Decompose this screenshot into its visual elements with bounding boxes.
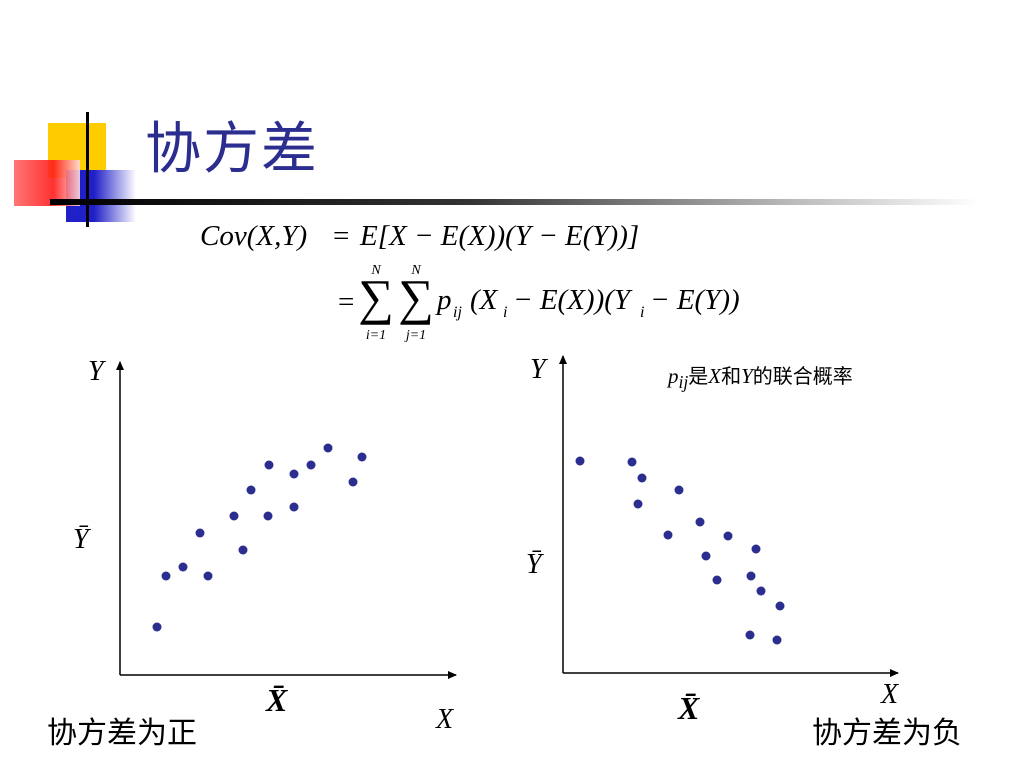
scatter-point <box>712 575 722 585</box>
scatter-point <box>674 485 684 495</box>
left-ylabel: Y <box>88 356 107 387</box>
note-p-sub: ij <box>678 372 689 393</box>
chart-left: Y X Ȳ X̄ <box>73 356 457 735</box>
note-x: X <box>708 364 722 388</box>
scatter-point <box>306 460 316 470</box>
scatter-point <box>745 630 755 640</box>
note-text1: 是 <box>688 364 709 388</box>
term-mid: − E(X))(Y <box>513 284 633 316</box>
scatter-point <box>152 622 162 632</box>
scatter-point <box>775 601 785 611</box>
scatter-point <box>663 530 673 540</box>
note-p: p <box>668 364 679 388</box>
formula-line-1: Cov(X,Y) = E[X − E(X))(Y − E(Y))] <box>200 220 639 252</box>
scatter-point <box>195 528 205 538</box>
note-text2: 和 <box>721 364 742 388</box>
scatter-point <box>575 456 585 466</box>
scatter-point <box>723 531 733 541</box>
scatter-point <box>229 511 239 521</box>
chart-right: Y X Ȳ X̄ <box>526 354 899 726</box>
scatter-point <box>289 469 299 479</box>
scatter-point <box>633 499 643 509</box>
caption-negative-covariance: 协方差为负 <box>812 716 962 751</box>
left-points <box>152 443 367 632</box>
scatter-point <box>263 511 273 521</box>
left-xmean-label: X̄ <box>265 682 288 718</box>
scatter-point <box>772 635 782 645</box>
caption-positive-covariance: 协方差为正 <box>47 716 197 751</box>
term-end: − E(Y)) <box>650 284 740 316</box>
left-ymean-label: Ȳ <box>73 524 92 555</box>
scatter-point <box>695 517 705 527</box>
scatter-point <box>701 551 711 561</box>
note-y: Y <box>741 364 753 388</box>
right-ymean-label: Ȳ <box>526 549 545 580</box>
slide-title: 协方差 <box>145 117 319 182</box>
scatter-point <box>161 571 171 581</box>
note-text3: 的联合概率 <box>752 364 853 388</box>
sum1-sigma: ∑ <box>358 269 394 325</box>
scatter-point <box>348 477 358 487</box>
right-points <box>575 456 785 645</box>
joint-probability-note: pij是X和Y的联合概率 <box>668 360 853 393</box>
formula-rhs: E[X − E(X))(Y − E(Y))] <box>359 220 639 252</box>
logo-vertical-line <box>86 112 89 227</box>
scatter-point <box>246 485 256 495</box>
formula-eq-2: = <box>338 286 354 318</box>
term-p-sub: ij <box>453 304 462 321</box>
sum2-top: N <box>410 263 421 278</box>
formula-lhs: Cov(X,Y) <box>200 220 307 252</box>
title-underline <box>50 199 980 205</box>
right-xlabel: X <box>880 679 899 710</box>
scatter-point <box>357 452 367 462</box>
scatter-point <box>746 571 756 581</box>
term-yi-sub: i <box>640 304 644 321</box>
scatter-point <box>751 544 761 554</box>
sum2-sigma: ∑ <box>398 269 434 325</box>
scatter-point <box>289 502 299 512</box>
formula-line-2: = N ∑ i=1 N ∑ j=1 p ij (X i − E(X))(Y i … <box>338 263 740 343</box>
scatter-point <box>756 586 766 596</box>
sum2-bottom: j=1 <box>404 328 426 343</box>
term-xi-sub: i <box>503 304 507 321</box>
formula-eq-1: = <box>333 220 349 252</box>
sum1-top: N <box>370 263 381 278</box>
scatter-point <box>637 473 647 483</box>
scatter-point <box>323 443 333 453</box>
logo-red-square <box>14 160 80 206</box>
scatter-point <box>178 562 188 572</box>
right-xmean-label: X̄ <box>677 690 700 726</box>
scatter-point <box>238 545 248 555</box>
term-xi: (X <box>470 284 499 316</box>
left-xlabel: X <box>435 704 454 735</box>
scatter-point <box>264 460 274 470</box>
scatter-point <box>203 571 213 581</box>
sum1-bottom: i=1 <box>366 328 386 343</box>
right-ylabel: Y <box>530 354 549 385</box>
scatter-point <box>627 457 637 467</box>
term-p: p <box>435 284 452 316</box>
